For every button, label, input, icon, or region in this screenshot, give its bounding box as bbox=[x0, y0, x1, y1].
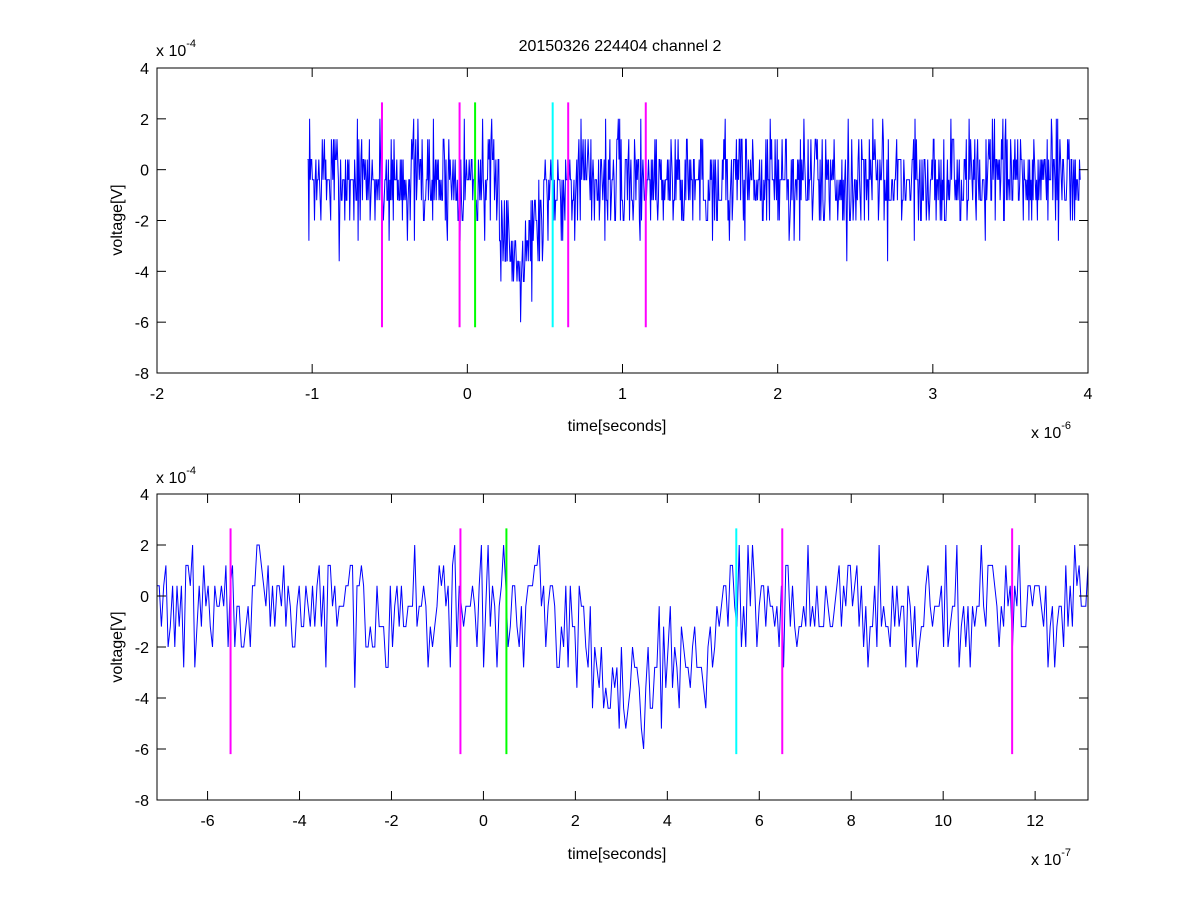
top-x-axis-label: time[seconds] bbox=[568, 418, 667, 435]
top-x-scale-factor: x 10-6 bbox=[1031, 420, 1071, 442]
bottom-y-axis-label: voltage[V] bbox=[109, 611, 126, 682]
bottom-x-tick-label: 12 bbox=[1026, 813, 1044, 830]
top-x-tick-label: 2 bbox=[773, 386, 782, 403]
bottom-x-tick-label: 4 bbox=[663, 813, 672, 830]
bottom-y-scale-exponent: -4 bbox=[186, 465, 196, 477]
bottom-x-scale-label: x 10 bbox=[1031, 852, 1061, 869]
bottom-y-tick-label: -2 bbox=[135, 640, 149, 657]
top-y-tick-label: 4 bbox=[140, 61, 149, 78]
top-y-tick-label: -6 bbox=[135, 315, 149, 332]
bottom-x-scale-exponent: -7 bbox=[1061, 847, 1071, 859]
bottom-x-tick-label: 2 bbox=[571, 813, 580, 830]
top-y-scale-factor: x 10-4 bbox=[156, 38, 196, 60]
figure-title: 20150326 224404 channel 2 bbox=[519, 38, 722, 55]
bottom-signal-trace bbox=[157, 544, 1089, 750]
top-y-tick-label: 2 bbox=[140, 112, 149, 129]
top-y-tick-label: 0 bbox=[140, 163, 149, 180]
top-x-tick-label: 1 bbox=[618, 386, 627, 403]
bottom-y-scale-label: x 10 bbox=[156, 470, 186, 487]
top-x-tick-label: 4 bbox=[1084, 386, 1093, 403]
bottom-x-scale-factor: x 10-7 bbox=[1031, 847, 1071, 869]
top-y-tick-label: -2 bbox=[135, 214, 149, 231]
bottom-y-tick-label: -6 bbox=[135, 742, 149, 759]
top-x-scale-label: x 10 bbox=[1031, 425, 1061, 442]
top-y-scale-exponent: -4 bbox=[186, 38, 196, 50]
top-y-axis-label: voltage[V] bbox=[109, 184, 126, 255]
top-plot-marks bbox=[307, 102, 1081, 328]
bottom-y-tick-label: -8 bbox=[135, 793, 149, 810]
bottom-plot-marks bbox=[157, 528, 1089, 755]
top-x-tick-label: 0 bbox=[463, 386, 472, 403]
bottom-x-tick-label: -4 bbox=[292, 813, 306, 830]
bottom-y-tick-label: -4 bbox=[135, 691, 149, 708]
bottom-ticks: -6 -4 -2 0 2 4 6 8 10 12 -8 -6 -4 -2 0 2 4 bbox=[135, 487, 1088, 830]
bottom-panel: -6 -4 -2 0 2 4 6 8 10 12 -8 -6 -4 -2 0 2 4 time[seconds]… bbox=[109, 465, 1089, 869]
bottom-x-tick-label: 6 bbox=[755, 813, 764, 830]
bottom-y-tick-label: 2 bbox=[140, 538, 149, 555]
bottom-x-tick-label: -2 bbox=[384, 813, 398, 830]
top-x-tick-label: -2 bbox=[150, 386, 164, 403]
bottom-y-tick-label: 4 bbox=[140, 487, 149, 504]
top-signal-trace bbox=[307, 118, 1081, 323]
bottom-x-tick-label: 8 bbox=[847, 813, 856, 830]
top-x-scale-exponent: -6 bbox=[1061, 420, 1071, 432]
bottom-x-tick-label: 10 bbox=[934, 813, 952, 830]
top-x-tick-label: 3 bbox=[928, 386, 937, 403]
top-x-tick-label: -1 bbox=[305, 386, 319, 403]
bottom-x-axis-label: time[seconds] bbox=[568, 846, 667, 863]
top-y-scale-label: x 10 bbox=[156, 43, 186, 60]
bottom-x-tick-label: 0 bbox=[479, 813, 488, 830]
bottom-x-tick-label: -6 bbox=[200, 813, 214, 830]
top-y-tick-label: -8 bbox=[135, 366, 149, 383]
top-panel: -2 -1 0 1 2 3 4 -8 -6 -4 -2 0 2 4 time[seconds] volta… bbox=[109, 38, 1093, 442]
bottom-y-scale-factor: x 10-4 bbox=[156, 465, 196, 487]
bottom-y-tick-label: 0 bbox=[140, 589, 149, 606]
top-ticks: -2 -1 0 1 2 3 4 -8 -6 -4 -2 0 2 4 bbox=[135, 61, 1093, 403]
top-y-tick-label: -4 bbox=[135, 264, 149, 281]
